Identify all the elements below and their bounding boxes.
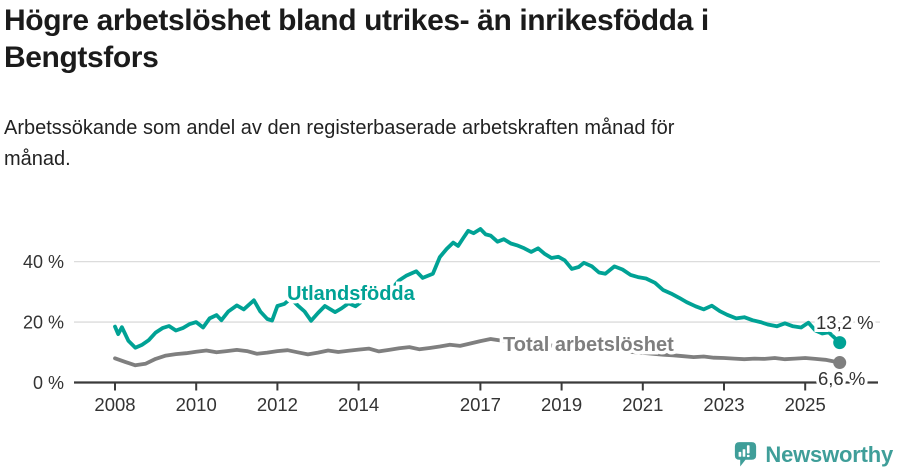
- series-label-total-arbetsloshet: Total arbetslöshet: [503, 334, 674, 356]
- x-tick-label: 2025: [785, 394, 826, 415]
- y-tick-label: 40 %: [23, 252, 64, 272]
- end-value-label-utlandsfodda: 13,2 %: [816, 312, 874, 333]
- chart-header: Högre arbetslöshet bland utrikes- än inr…: [0, 0, 804, 175]
- x-tick-label: 2014: [338, 394, 379, 415]
- series-label-utlandsfodda: Utlandsfödda: [287, 283, 416, 305]
- newsworthy-logo[interactable]: Newsworthy: [734, 441, 893, 468]
- y-tick-label: 20 %: [23, 313, 64, 333]
- y-tick-label: 0 %: [33, 373, 64, 393]
- series-line-total-arbetsl-shet: [113, 337, 842, 368]
- x-tick-label: 2019: [541, 394, 582, 415]
- series-end-dot-total-arbetsl-shet: [833, 356, 847, 370]
- newsworthy-icon: [735, 442, 757, 467]
- x-tick-label: 2012: [257, 394, 298, 415]
- newsworthy-brand-text: Newsworthy: [765, 441, 893, 467]
- page-title: Högre arbetslöshet bland utrikes- än inr…: [4, 4, 709, 75]
- end-value-label-total: 6,6 %: [818, 368, 865, 389]
- x-tick-label: 2010: [176, 394, 217, 415]
- chart-subtitle: Arbetssökande som andel av den registerb…: [4, 117, 675, 171]
- series-line-utlandsf-dda: [113, 227, 842, 350]
- x-tick-label: 2017: [460, 394, 501, 415]
- x-tick-label: 2021: [622, 394, 663, 415]
- series-end-dot-utlandsf-dda: [833, 336, 847, 350]
- x-tick-label: 2008: [94, 394, 135, 415]
- x-tick-label: 2023: [703, 394, 744, 415]
